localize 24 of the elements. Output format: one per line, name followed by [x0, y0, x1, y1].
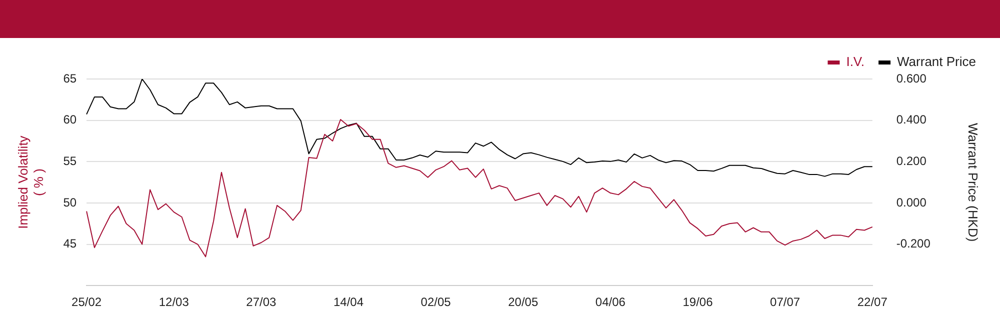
y2-tick-label: 0.600: [896, 71, 927, 86]
y-tick-label: 60: [63, 112, 77, 127]
x-tick-label: 12/03: [158, 295, 190, 310]
x-tick-label: 14/04: [333, 295, 364, 310]
y-tick-label: 45: [63, 236, 77, 251]
y-tick-label: 50: [63, 195, 77, 210]
x-tick-label: 25/02: [72, 295, 102, 310]
x-tick-label: 07/07: [770, 295, 800, 310]
legend-label: Warrant Price: [897, 54, 976, 70]
y2-tick-label: -0.200: [896, 236, 931, 251]
x-tick-label: 04/06: [595, 295, 626, 310]
x-tick-label: 27/03: [246, 295, 277, 310]
x-tick-label: 22/07: [857, 295, 888, 310]
x-tick-label: 02/05: [420, 295, 452, 310]
x-tick-label: 19/06: [682, 295, 714, 310]
x-tick-label: 20/05: [508, 295, 538, 310]
y-tick-label: 55: [63, 154, 77, 168]
y2-tick-label: 0.000: [896, 195, 927, 210]
y2-tick-label: 0.200: [896, 154, 927, 168]
y-tick-label: 65: [63, 71, 77, 86]
y-axis-title: Implied Volatility ( % ): [15, 135, 46, 229]
legend-label: I.V.: [846, 54, 865, 70]
y2-tick-label: 0.400: [896, 112, 927, 127]
y2-axis-title: Warrant Price (HKD): [966, 122, 981, 242]
